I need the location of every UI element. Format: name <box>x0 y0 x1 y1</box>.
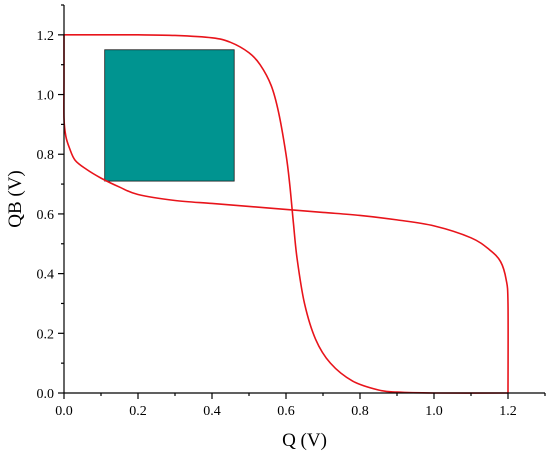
x-tick-label: 0.8 <box>351 404 369 419</box>
y-axis-title: QB (V) <box>5 170 26 228</box>
axes-layer: 0.0 0.2 0.4 0.6 0.8 1.0 1.2 0.0 0.2 0.4 0.6 0.8 1.0 1… <box>37 4 546 419</box>
x-tick-label: 0.6 <box>277 404 295 419</box>
noise-margin-square-0 <box>104 49 235 182</box>
curves-layer <box>63 34 509 394</box>
y-tick-label: 0.8 <box>37 148 55 163</box>
series-line-0 <box>64 34 509 394</box>
y-tick-label: 0.2 <box>37 327 55 342</box>
series-line-1 <box>63 34 509 394</box>
x-tick-label: 0.2 <box>129 404 147 419</box>
y-tick-label: 1.0 <box>37 89 55 104</box>
x-tick-label: 0.0 <box>55 404 73 419</box>
x-tick-label: 1.0 <box>425 404 443 419</box>
annotation-layer <box>104 49 235 182</box>
y-tick-label: 0.6 <box>37 208 55 223</box>
y-tick-label: 0.4 <box>37 268 55 283</box>
y-tick-label: 0.0 <box>37 387 55 402</box>
x-tick-label: 1.2 <box>499 404 517 419</box>
x-tick-label: 0.4 <box>203 404 221 419</box>
x-axis-title: Q (V) <box>282 430 327 451</box>
y-tick-label: 1.2 <box>37 29 55 44</box>
